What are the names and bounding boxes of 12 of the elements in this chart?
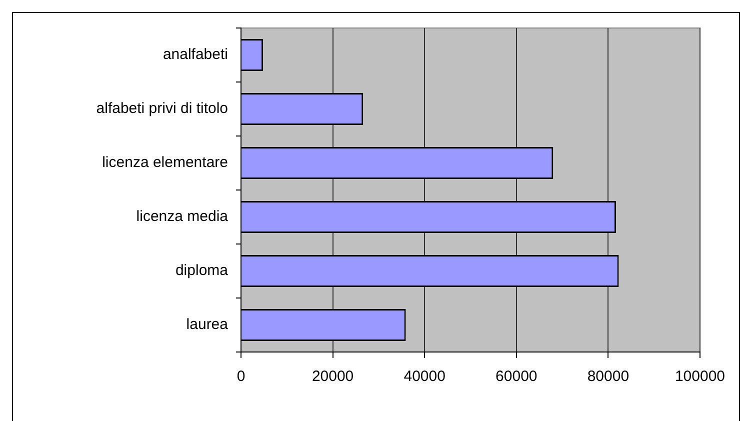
x-tick-label: 20000 — [312, 368, 354, 386]
y-tick-label: laurea — [186, 316, 229, 334]
y-tick-label: licenza media — [136, 208, 229, 226]
x-tick-label: 0 — [236, 368, 246, 386]
y-tick-label: licenza elementare — [102, 154, 228, 172]
x-tick-label: 40000 — [404, 368, 446, 386]
x-tick-label: 100000 — [674, 368, 726, 386]
x-tick-label: 60000 — [496, 368, 538, 386]
x-tick-label: 80000 — [587, 368, 630, 386]
y-tick-label: alfabeti privi di titolo — [96, 100, 228, 118]
y-tick-label: diploma — [175, 262, 229, 280]
y-tick-label: analfabeti — [162, 46, 228, 64]
